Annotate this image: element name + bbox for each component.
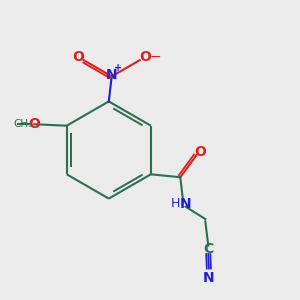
Text: H: H (170, 197, 180, 210)
Text: −: − (149, 50, 161, 64)
Text: N: N (180, 197, 191, 211)
Text: O: O (28, 117, 40, 131)
Text: O: O (140, 50, 152, 64)
Text: +: + (114, 63, 123, 73)
Text: O: O (194, 145, 206, 159)
Text: N: N (106, 68, 118, 82)
Text: C: C (203, 242, 213, 256)
Text: N: N (203, 271, 215, 285)
Text: CH₃: CH₃ (14, 118, 33, 129)
Text: O: O (73, 50, 84, 64)
